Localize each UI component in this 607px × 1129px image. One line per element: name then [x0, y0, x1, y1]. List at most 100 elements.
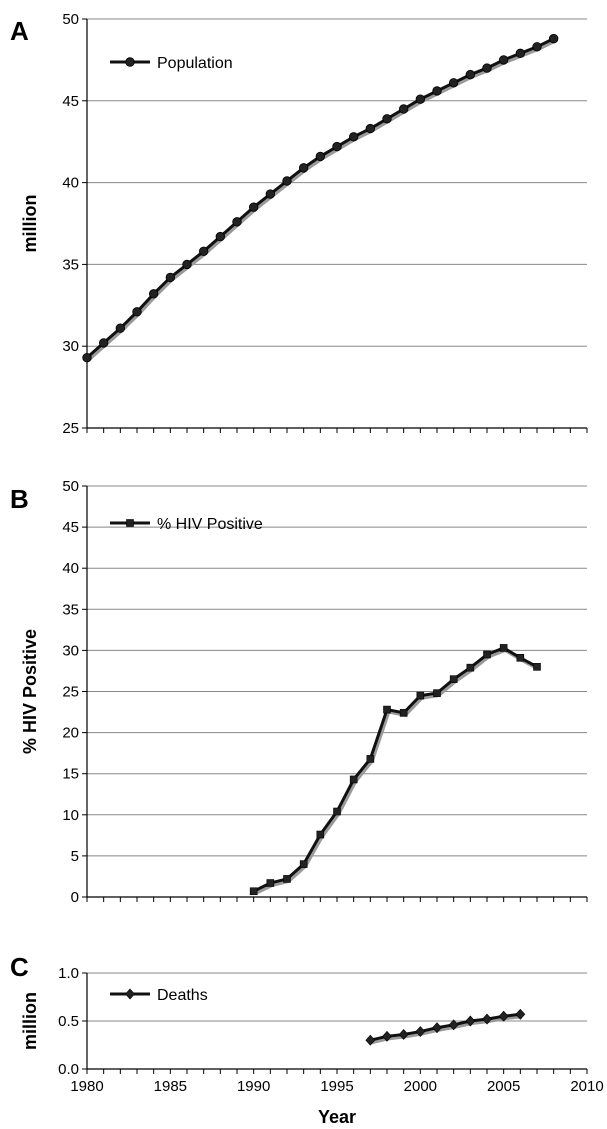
x-axis-title: Year	[318, 1107, 356, 1127]
data-point	[82, 352, 92, 363]
series-line	[86, 37, 555, 359]
y-tick-label: 45	[62, 519, 79, 536]
data-point	[182, 259, 192, 270]
data-point	[382, 114, 392, 124]
data-point	[349, 775, 358, 784]
panel-letter-b: B	[10, 484, 29, 514]
data-point	[298, 163, 309, 173]
y-tick-label: 30	[62, 642, 79, 659]
y-tick-label: 25	[62, 684, 79, 701]
x-tick-label: 1995	[320, 1078, 353, 1095]
data-point	[365, 1034, 376, 1046]
data-point	[315, 151, 326, 162]
data-point	[465, 69, 476, 80]
data-point	[215, 231, 226, 242]
panel-letter-c: C	[10, 952, 29, 982]
data-point	[483, 650, 491, 659]
data-point	[482, 63, 492, 73]
x-tick-label: 1990	[237, 1078, 270, 1095]
data-point	[282, 176, 292, 186]
data-point	[165, 272, 176, 283]
data-point	[432, 1022, 442, 1034]
data-point	[482, 1013, 492, 1025]
data-point	[198, 246, 209, 257]
data-point	[432, 86, 442, 96]
x-tick-label: 2005	[487, 1078, 520, 1095]
data-point	[333, 807, 341, 816]
y-tick-label: 30	[62, 338, 79, 355]
data-point	[448, 1019, 459, 1031]
x-tick-label: 2010	[570, 1078, 603, 1095]
legend-label: Deaths	[157, 987, 208, 1004]
x-tick-label: 2000	[404, 1078, 437, 1095]
legend-marker	[126, 519, 134, 527]
legend-marker	[125, 988, 135, 1000]
y-tick-label: 35	[62, 601, 79, 618]
y-tick-label: 0.5	[58, 1013, 79, 1030]
x-tick-label: 1980	[70, 1078, 103, 1095]
y-tick-label: 10	[62, 807, 79, 824]
data-point	[265, 189, 276, 199]
y-tick-label: 50	[62, 478, 79, 495]
y-tick-label: 25	[62, 420, 79, 437]
data-point	[383, 705, 391, 714]
data-point	[316, 830, 325, 839]
data-point	[249, 887, 258, 896]
data-point	[98, 338, 109, 348]
y-tick-label: 5	[71, 848, 79, 865]
data-point	[515, 48, 526, 59]
data-point	[232, 217, 242, 227]
chart-panels: 25 30 35 40 45 50 million Population 0 5 10 15 20 25 3…	[20, 11, 604, 1095]
data-point	[115, 323, 126, 333]
data-point	[466, 663, 475, 672]
data-point	[299, 860, 308, 868]
data-point	[533, 663, 541, 671]
data-point	[415, 94, 426, 104]
y-tick-label: 1.0	[58, 965, 79, 982]
series-line-shadow	[87, 38, 557, 362]
x-tick-label: 1985	[154, 1078, 187, 1095]
data-point	[398, 104, 409, 114]
legend-label: Population	[157, 55, 233, 72]
data-point	[248, 202, 259, 212]
data-point	[366, 755, 375, 763]
y-axis-title: million	[20, 195, 40, 253]
panel-letter-a: A	[10, 16, 29, 46]
panel-c: 0.0 0.5 1.0 1980 1985 1990 1995 2000 2005 2010 mil…	[20, 965, 604, 1095]
data-point	[516, 653, 525, 662]
data-point	[449, 675, 458, 683]
data-point	[498, 1010, 509, 1022]
data-point	[465, 1015, 476, 1027]
series-line-shadow	[254, 647, 540, 896]
series-line	[253, 646, 538, 893]
legend-label: % HIV Positive	[157, 516, 263, 533]
legend-marker	[125, 57, 135, 67]
data-point	[382, 1030, 392, 1042]
data-point	[448, 78, 459, 88]
y-tick-label: 40	[62, 175, 79, 192]
data-point	[132, 307, 142, 317]
y-tick-label: 45	[62, 93, 79, 110]
data-point	[399, 709, 408, 717]
y-tick-label: 35	[62, 256, 79, 273]
y-tick-label: 0	[71, 889, 79, 906]
data-point	[415, 1026, 426, 1038]
series-line-shadow	[371, 1014, 523, 1045]
data-point	[283, 875, 291, 883]
data-point	[498, 55, 509, 65]
data-point	[148, 289, 159, 299]
y-tick-label: 0.0	[58, 1061, 79, 1078]
data-point	[416, 691, 425, 700]
y-tick-label: 20	[62, 725, 79, 742]
y-tick-label: 50	[62, 11, 79, 28]
data-point	[548, 33, 559, 44]
data-point	[266, 879, 275, 887]
data-point	[365, 123, 376, 134]
data-point	[499, 644, 508, 652]
y-axis-title: million	[20, 992, 40, 1050]
series-line	[369, 1012, 521, 1042]
panel-a: 25 30 35 40 45 50 million Population	[20, 11, 588, 437]
y-axis-title: % HIV Positive	[20, 629, 40, 754]
